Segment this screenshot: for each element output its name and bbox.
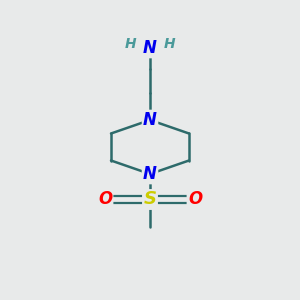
Text: N: N xyxy=(143,39,157,57)
Text: O: O xyxy=(188,190,202,208)
Text: S: S xyxy=(143,190,157,208)
Text: N: N xyxy=(143,165,157,183)
Text: H: H xyxy=(164,38,175,51)
Text: N: N xyxy=(143,111,157,129)
Text: H: H xyxy=(125,38,136,51)
Text: O: O xyxy=(98,190,112,208)
